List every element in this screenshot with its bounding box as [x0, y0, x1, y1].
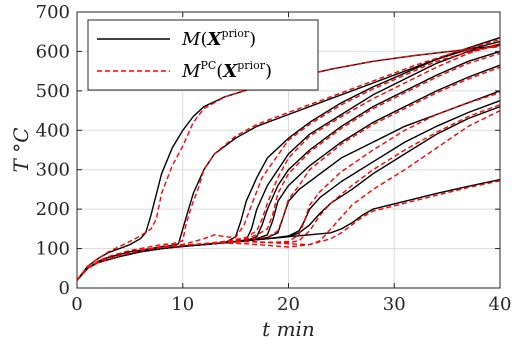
y-tick-label: 100	[36, 239, 70, 260]
series-line-pc-19	[76, 180, 501, 281]
y-tick-label: 700	[36, 2, 70, 23]
y-tick-label: 500	[36, 81, 70, 102]
x-tick-labels: 0 10 20 30 40	[71, 294, 511, 315]
legend-label-model: M(Xprior)	[181, 27, 256, 50]
legend-label-pc: MPC(Xprior)	[181, 59, 272, 82]
y-tick-label: 0	[59, 278, 70, 299]
y-tick-label: 300	[36, 160, 70, 181]
axis-ticks	[76, 11, 501, 289]
x-tick-label: 10	[171, 294, 194, 315]
y-tick-label: 600	[36, 41, 70, 62]
x-tick-label: 30	[383, 294, 406, 315]
legend-box	[87, 19, 319, 91]
series-line-pc-11	[76, 38, 501, 281]
x-tick-label: 20	[277, 294, 300, 315]
series-line-model-9	[76, 178, 501, 281]
legend: M(Xprior) MPC(Xprior)	[87, 19, 319, 91]
x-tick-label: 40	[489, 294, 512, 315]
x-axis-label: t min	[262, 317, 315, 341]
y-tick-label: 400	[36, 120, 70, 141]
series-line-pc-10	[76, 46, 501, 281]
y-tick-label: 200	[36, 199, 70, 220]
series-layer	[76, 36, 501, 281]
y-tick-labels: 0 100 200 300 400 500 600 700	[36, 2, 70, 299]
series-line-model-1	[76, 36, 501, 281]
y-axis-label: T °C	[9, 128, 33, 173]
x-tick-label: 0	[71, 294, 82, 315]
